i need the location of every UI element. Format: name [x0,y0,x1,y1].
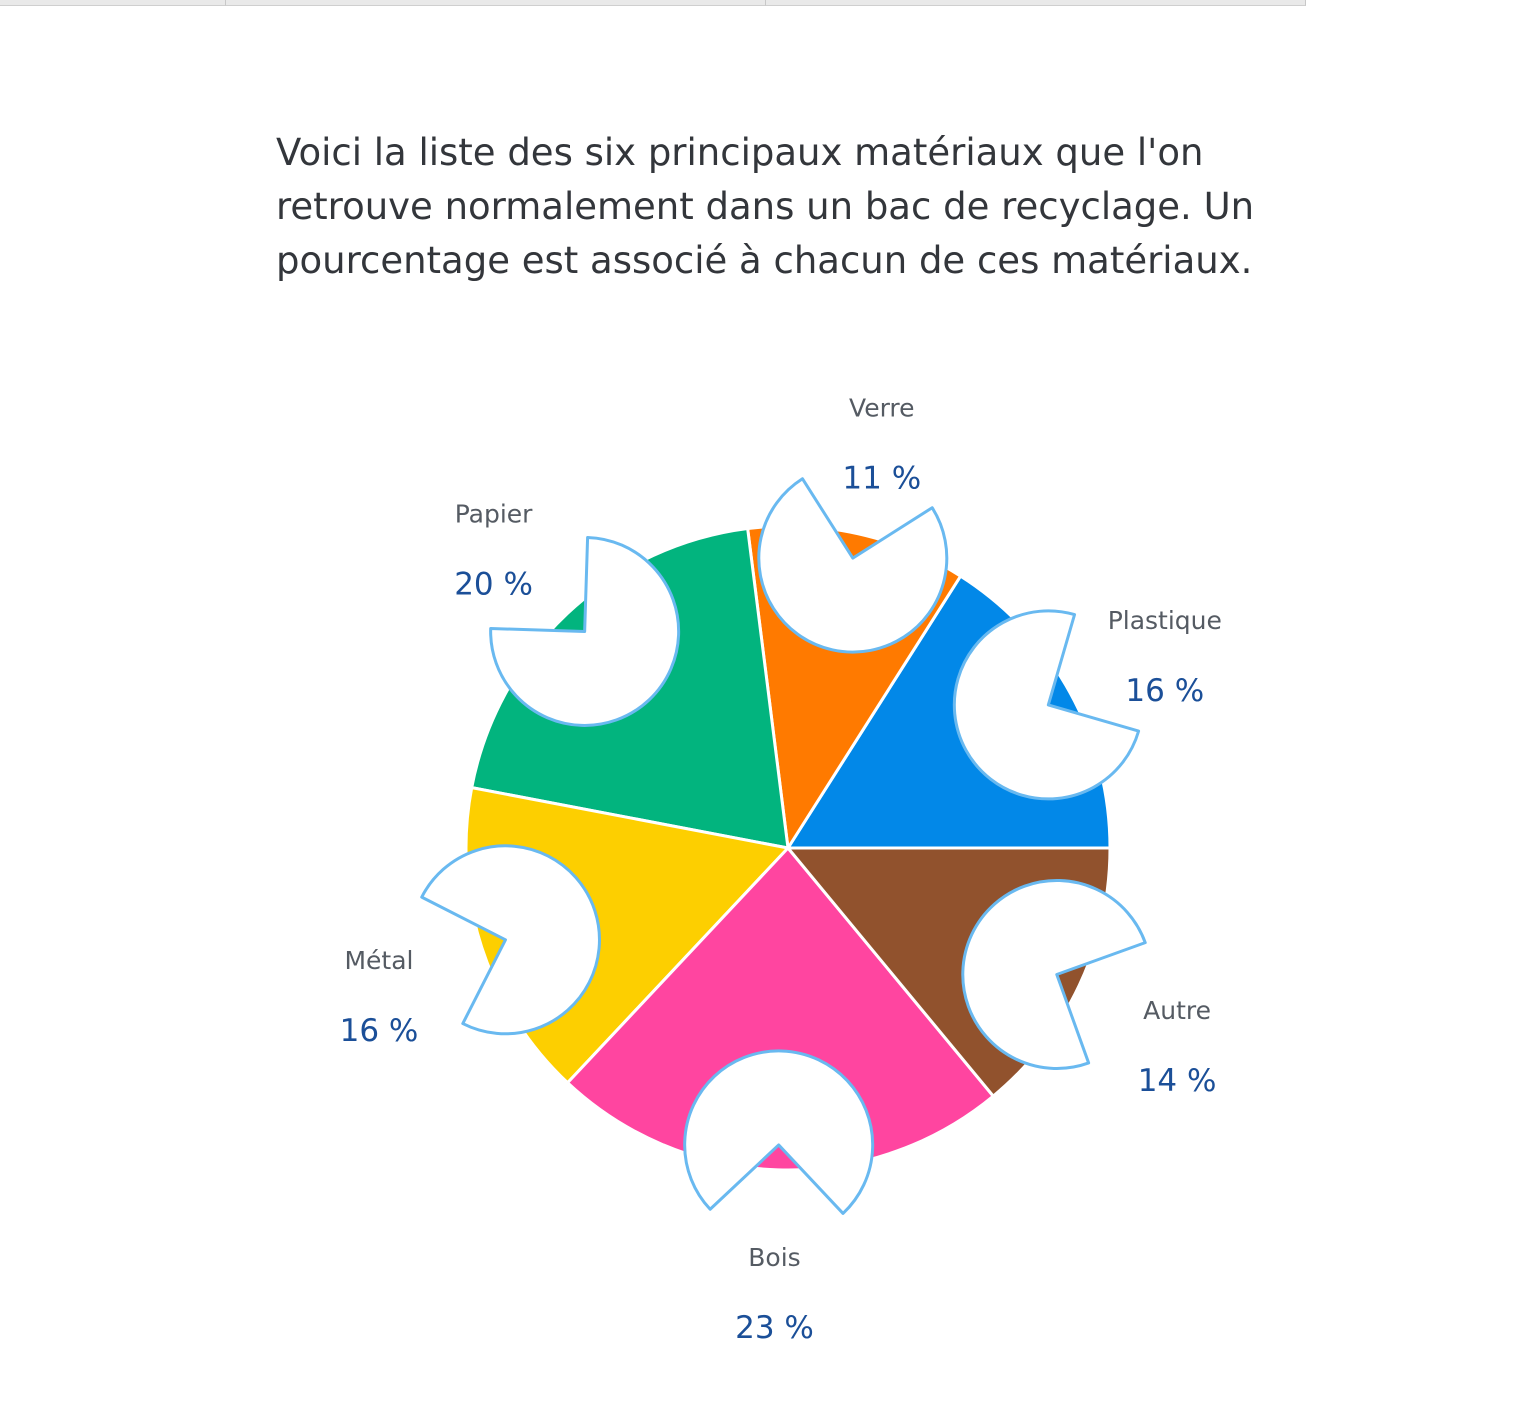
pie-slice-bois [566,846,995,1172]
toolbar-segment [1306,0,1521,6]
slice-label: Verre [849,393,915,422]
intro-paragraph: Voici la liste des six principaux matéri… [276,131,1255,282]
callout-bois: Bois 23 % [683,1049,875,1346]
callout-bubble [757,477,949,654]
toolbar-segment [766,0,1306,6]
callout-autre: Autre 14 % [961,879,1217,1099]
callout-bubble [683,1049,875,1215]
callout-bubble [952,609,1141,801]
slice-value: 11 % [842,460,921,496]
callout-bubble [961,879,1147,1070]
callout-papier: Papier 20 % [454,500,681,727]
slice-value: 16 % [340,1013,419,1049]
callout-bubble [420,844,601,1036]
toolbar-segment [226,0,766,6]
slice-label: Papier [455,500,533,529]
slice-value: 14 % [1138,1063,1217,1099]
slice-label: Métal [344,946,413,975]
slice-value: 16 % [1125,673,1204,709]
toolbar-segment [0,0,226,6]
top-toolbar-strip [0,0,1521,8]
pie-callouts: Plastique 16 % Verre 11 % Papier 20 % Métal 16 … [340,393,1222,1345]
slice-value: 20 % [454,567,533,603]
slice-label: Plastique [1108,606,1222,635]
slice-value: 23 % [735,1310,814,1346]
callout-plastique: Plastique 16 % [952,606,1222,801]
callout-bubble [489,536,681,727]
slice-label: Bois [748,1243,800,1272]
callout-verre: Verre 11 % [757,393,949,654]
slice-label: Autre [1143,996,1211,1025]
callout-métal: Métal 16 % [340,844,601,1049]
